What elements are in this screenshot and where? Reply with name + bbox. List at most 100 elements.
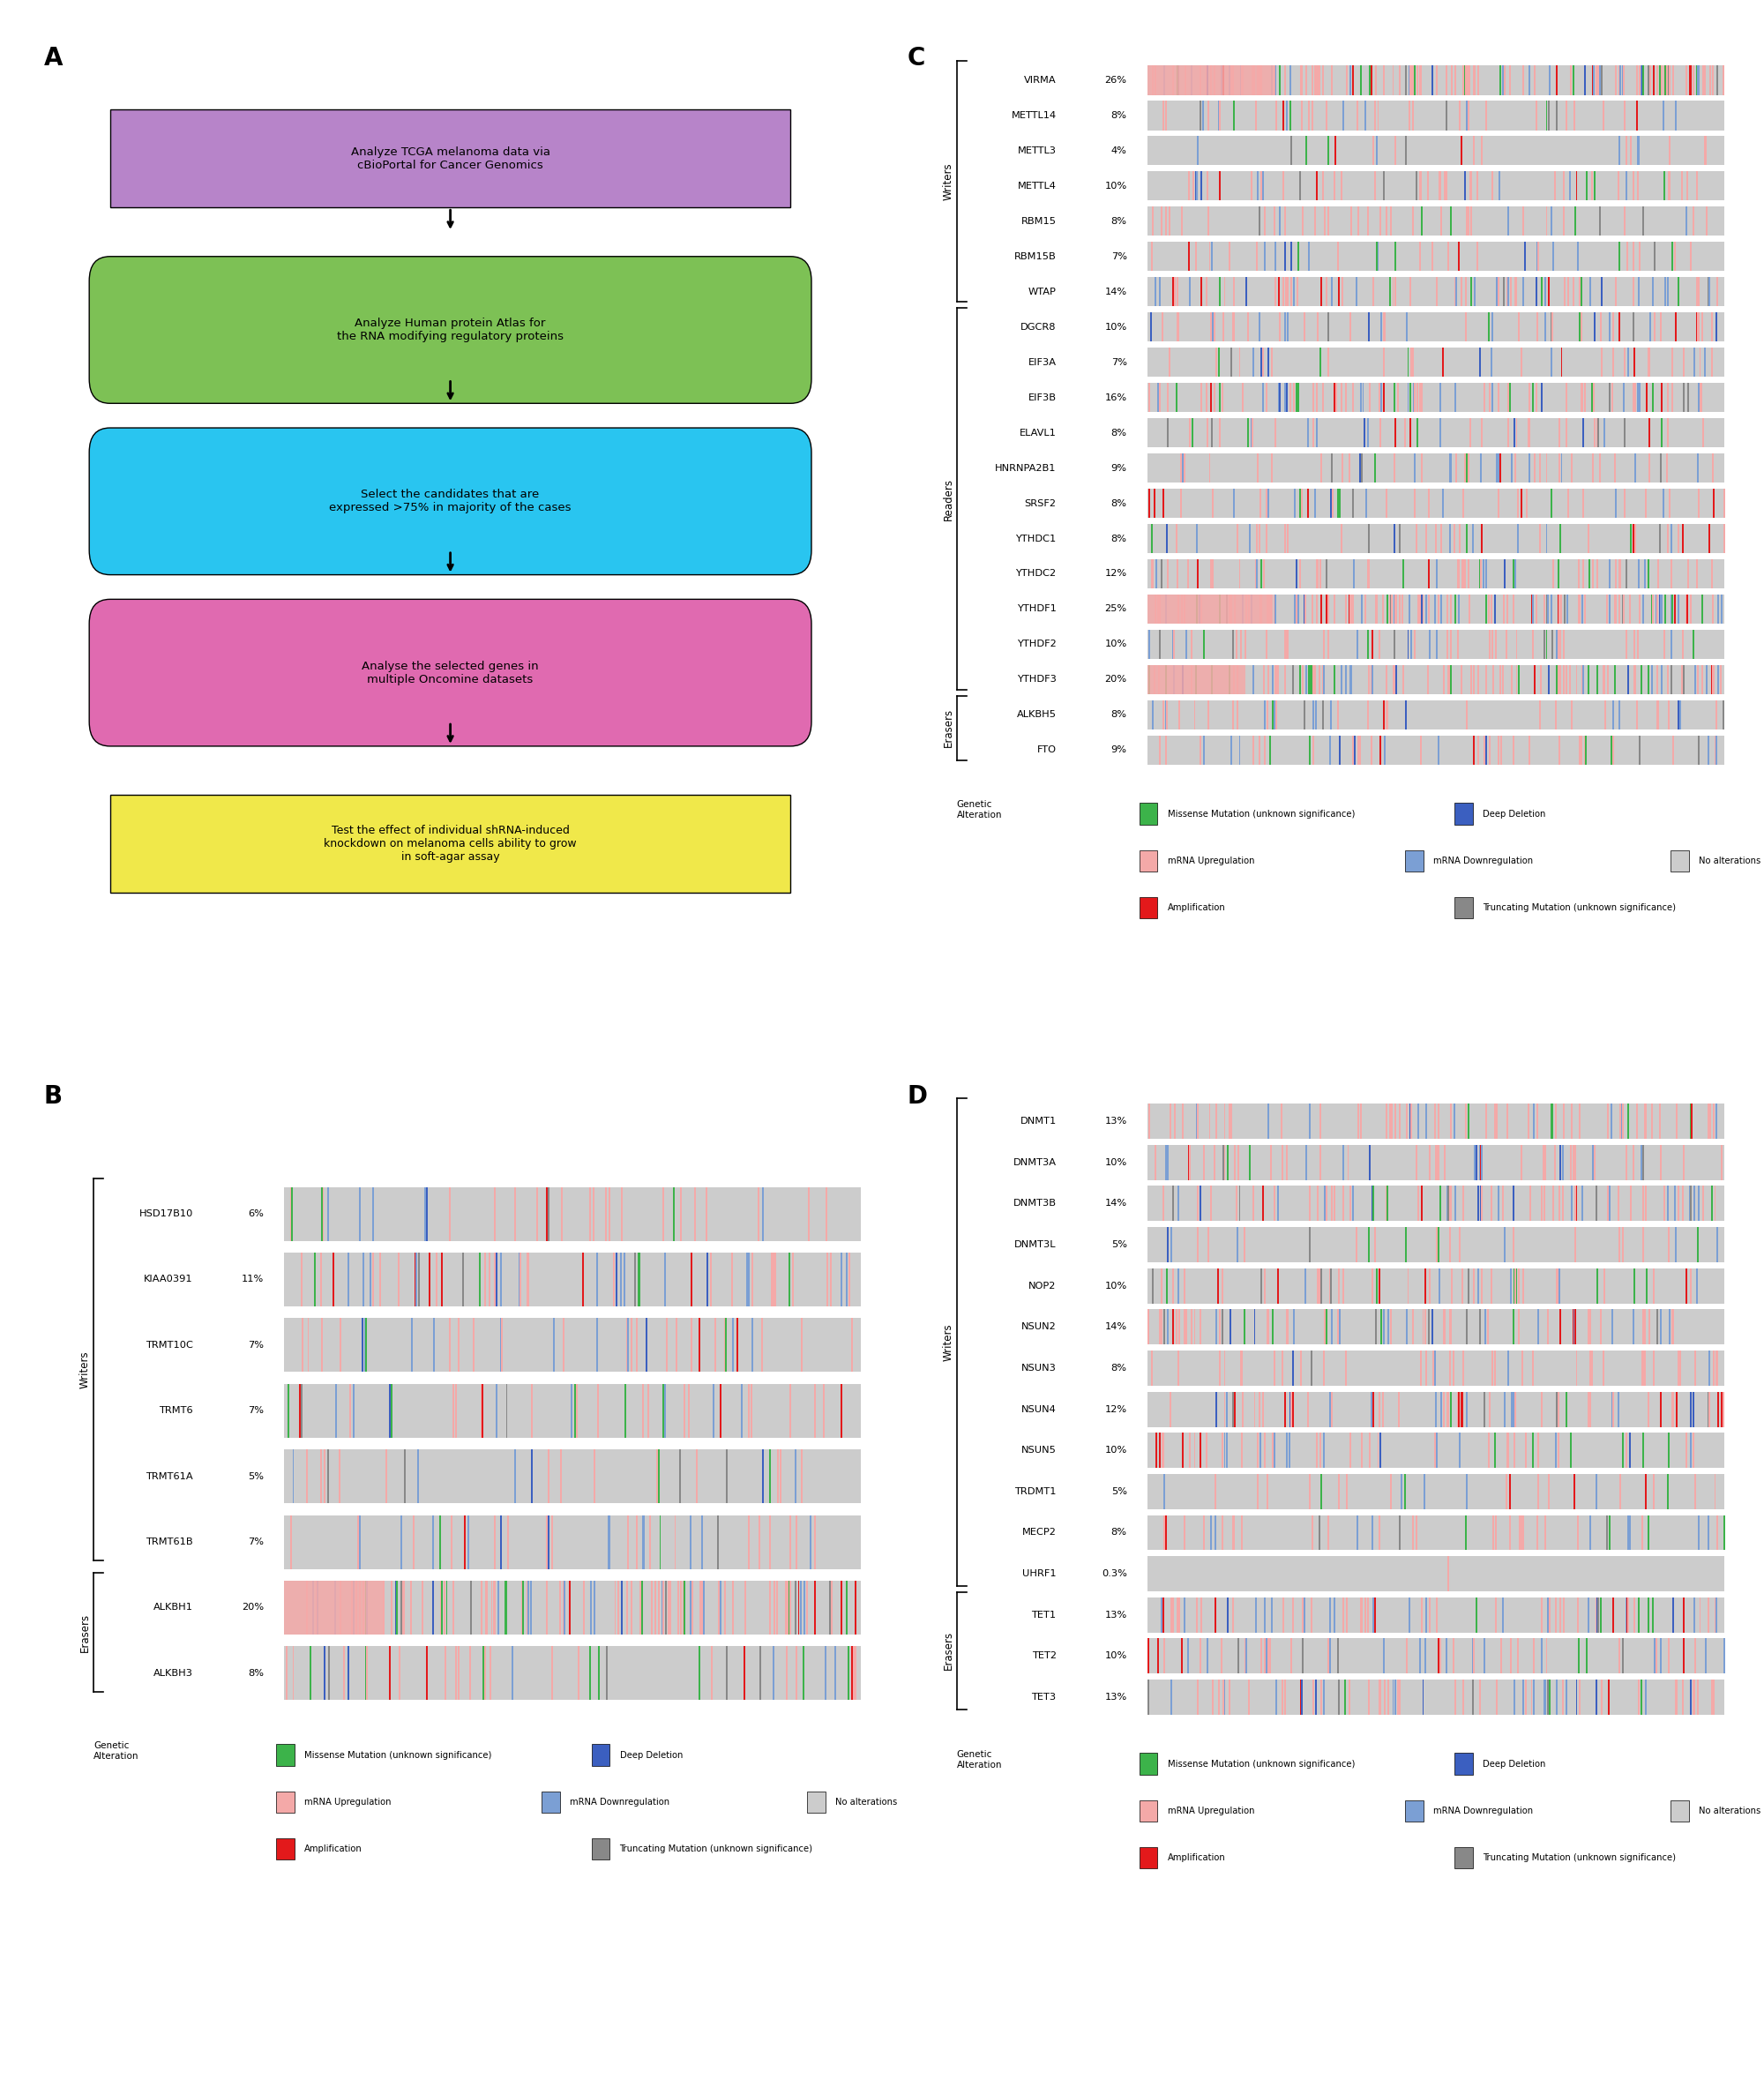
Text: 8%: 8%	[247, 1668, 263, 1679]
Bar	[1148, 736, 1725, 765]
Text: ALKBH5: ALKBH5	[1016, 711, 1057, 720]
Bar	[1148, 1144, 1725, 1179]
Text: DGCR8: DGCR8	[1021, 322, 1057, 331]
Text: No alterations: No alterations	[1699, 857, 1760, 865]
Text: 8%: 8%	[1111, 535, 1127, 543]
Text: FTO: FTO	[1037, 747, 1057, 755]
Text: Erasers: Erasers	[942, 709, 954, 747]
Bar	[1148, 595, 1725, 624]
Text: METTL4: METTL4	[1018, 181, 1057, 191]
Bar	[1148, 666, 1245, 695]
Text: Genetic
Alteration: Genetic Alteration	[956, 801, 1002, 820]
Text: NOP2: NOP2	[1028, 1281, 1057, 1290]
Bar	[1148, 489, 1725, 518]
Text: Writers: Writers	[942, 1323, 954, 1360]
Bar	[1148, 312, 1725, 341]
Text: ELAVL1: ELAVL1	[1020, 428, 1057, 437]
Text: 5%: 5%	[1111, 1487, 1127, 1496]
Text: Analyze TCGA melanoma data via
cBioPortal for Cancer Genomics: Analyze TCGA melanoma data via cBioPorta…	[351, 146, 550, 171]
Text: DNMT3A: DNMT3A	[1013, 1159, 1057, 1167]
Text: 14%: 14%	[1104, 1323, 1127, 1331]
Bar	[1148, 630, 1725, 659]
Text: Truncating Mutation (unknown significance): Truncating Mutation (unknown significanc…	[619, 1845, 813, 1853]
Bar	[1148, 1227, 1725, 1263]
FancyBboxPatch shape	[109, 110, 790, 208]
Text: TET3: TET3	[1032, 1693, 1057, 1701]
Text: RBM15: RBM15	[1021, 216, 1057, 225]
Bar	[1148, 206, 1725, 235]
Bar	[284, 1383, 861, 1437]
Bar	[1148, 1186, 1725, 1221]
Text: Amplification: Amplification	[1168, 903, 1226, 913]
Text: 25%: 25%	[1104, 605, 1127, 614]
Bar	[1148, 383, 1725, 412]
Text: Missense Mutation (unknown significance): Missense Mutation (unknown significance)	[1168, 809, 1355, 817]
Bar	[284, 1581, 861, 1635]
Text: EIF3A: EIF3A	[1028, 358, 1057, 366]
Text: Deep Deletion: Deep Deletion	[1484, 1760, 1545, 1768]
Text: 14%: 14%	[1104, 287, 1127, 295]
Text: Writers: Writers	[79, 1352, 90, 1389]
Text: No alterations: No alterations	[836, 1797, 898, 1805]
Text: 10%: 10%	[1104, 1446, 1127, 1454]
Text: Truncating Mutation (unknown significance): Truncating Mutation (unknown significanc…	[1484, 903, 1676, 913]
Bar	[1148, 347, 1725, 376]
Text: 26%: 26%	[1104, 75, 1127, 85]
Text: YTHDF1: YTHDF1	[1016, 605, 1057, 614]
Bar	[1148, 1433, 1725, 1468]
Text: YTHDC1: YTHDC1	[1016, 535, 1057, 543]
Text: Genetic
Alteration: Genetic Alteration	[956, 1749, 1002, 1770]
Text: 5%: 5%	[247, 1473, 263, 1481]
Text: ALKBH3: ALKBH3	[153, 1668, 192, 1679]
Text: YTHDF2: YTHDF2	[1016, 641, 1057, 649]
Bar	[1148, 418, 1725, 447]
Text: mRNA Downregulation: mRNA Downregulation	[570, 1797, 670, 1805]
Text: KIAA0391: KIAA0391	[145, 1275, 192, 1283]
Text: DNMT1: DNMT1	[1020, 1117, 1057, 1125]
Text: UHRF1: UHRF1	[1023, 1570, 1057, 1579]
Bar	[1671, 851, 1688, 872]
Text: Truncating Mutation (unknown significance): Truncating Mutation (unknown significanc…	[1484, 1853, 1676, 1862]
Bar	[1455, 1847, 1473, 1868]
Text: Deep Deletion: Deep Deletion	[1484, 809, 1545, 817]
Bar	[1148, 1597, 1725, 1633]
Bar	[1148, 1639, 1725, 1674]
Text: 9%: 9%	[1111, 464, 1127, 472]
Text: DNMT3B: DNMT3B	[1013, 1200, 1057, 1208]
Text: mRNA Downregulation: mRNA Downregulation	[1432, 857, 1533, 865]
Text: Amplification: Amplification	[1168, 1853, 1226, 1862]
Text: 8%: 8%	[1111, 1364, 1127, 1373]
Text: 10%: 10%	[1104, 1159, 1127, 1167]
Text: Writers: Writers	[942, 162, 954, 200]
Text: 8%: 8%	[1111, 428, 1127, 437]
Text: 9%: 9%	[1111, 747, 1127, 755]
Bar	[1140, 896, 1157, 919]
Bar	[1148, 595, 1270, 624]
Bar	[1140, 803, 1157, 824]
Text: mRNA Upregulation: mRNA Upregulation	[1168, 1805, 1254, 1816]
Bar	[1140, 1847, 1157, 1868]
Bar	[591, 1745, 610, 1766]
Bar	[1148, 64, 1275, 96]
Text: 14%: 14%	[1104, 1200, 1127, 1208]
Bar	[1148, 666, 1725, 695]
Text: 13%: 13%	[1104, 1693, 1127, 1701]
Bar	[275, 1839, 295, 1860]
Bar	[1455, 1753, 1473, 1774]
Text: 16%: 16%	[1104, 393, 1127, 401]
Text: 8%: 8%	[1111, 110, 1127, 121]
Text: A: A	[44, 46, 62, 71]
Bar	[1148, 1679, 1725, 1714]
Bar	[1148, 1308, 1725, 1344]
Bar	[284, 1645, 861, 1699]
Text: Erasers: Erasers	[79, 1612, 90, 1652]
Text: Deep Deletion: Deep Deletion	[619, 1751, 683, 1760]
Bar	[284, 1252, 861, 1306]
Bar	[284, 1581, 383, 1635]
Bar	[1148, 277, 1725, 306]
Text: 13%: 13%	[1104, 1117, 1127, 1125]
Text: NSUN5: NSUN5	[1021, 1446, 1057, 1454]
Text: DNMT3L: DNMT3L	[1014, 1240, 1057, 1250]
Text: NSUN3: NSUN3	[1021, 1364, 1057, 1373]
Bar	[284, 1450, 861, 1504]
